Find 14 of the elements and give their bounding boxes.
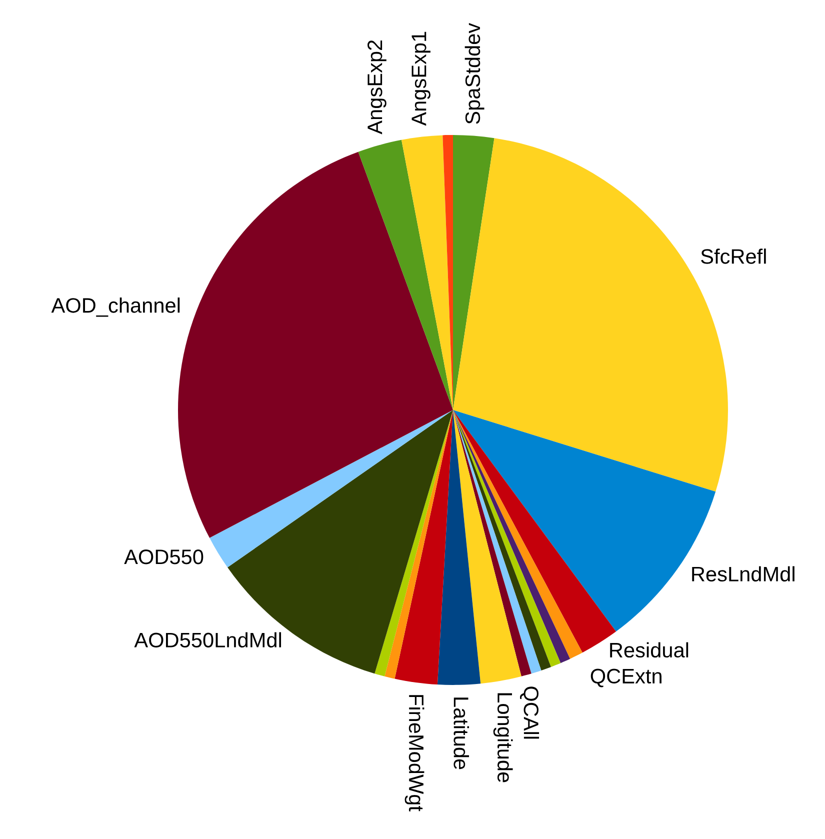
slice-label: AngsExp1 — [412, 32, 430, 126]
slice-label: SpaStddev — [464, 22, 484, 124]
slice-label: AOD550 — [124, 550, 204, 564]
slice-label: AngsExp2 — [368, 40, 386, 134]
slice-label: Latitude — [454, 698, 469, 770]
slice-label: Longitude — [493, 693, 513, 782]
slice-label: QCAll — [520, 686, 540, 739]
slice-label: ResLndMdl — [692, 566, 794, 582]
slice-label: AOD_channel — [51, 298, 180, 317]
slice-label: FineModWgt — [404, 695, 424, 812]
slice-label: QCExtn — [590, 668, 662, 688]
slice-label: AOD550LndMdl — [134, 632, 282, 648]
slice-label: SfcRefl — [701, 248, 766, 264]
slice-label: Residual — [610, 642, 688, 658]
